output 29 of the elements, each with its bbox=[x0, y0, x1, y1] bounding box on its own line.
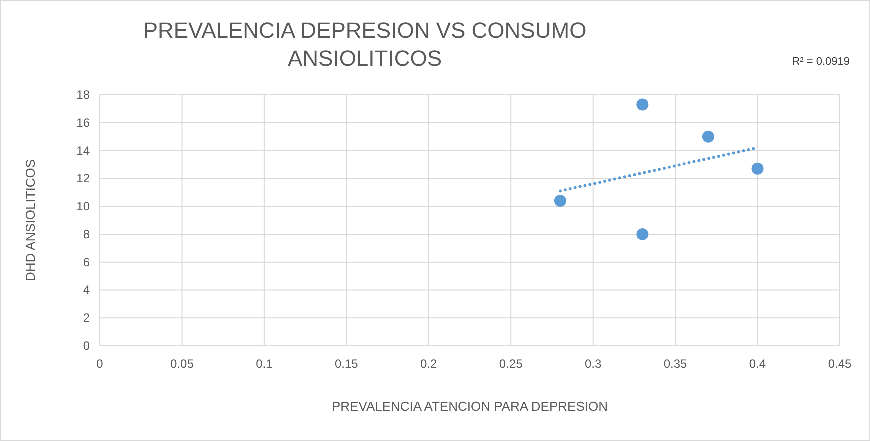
y-tick-label: 18 bbox=[76, 88, 90, 102]
y-tick-label: 4 bbox=[83, 283, 90, 298]
y-tick-label: 12 bbox=[76, 172, 90, 186]
y-tick-label: 16 bbox=[76, 116, 90, 130]
x-tick-label: 0.05 bbox=[170, 357, 194, 371]
point bbox=[752, 162, 764, 175]
point bbox=[636, 98, 649, 111]
point bbox=[636, 228, 649, 240]
x-tick-label: 0.15 bbox=[334, 357, 359, 371]
x-tick-label: 0.35 bbox=[664, 357, 688, 371]
point bbox=[554, 194, 566, 207]
x-tick-label: 0.4 bbox=[749, 357, 766, 371]
y-tick-label: 10 bbox=[76, 200, 90, 214]
y-axis-title: DHD ANSIOLITICOS bbox=[23, 159, 38, 282]
point bbox=[702, 130, 714, 143]
y-tick-label: 0 bbox=[83, 339, 90, 353]
y-tick-label: 2 bbox=[83, 311, 90, 326]
y-tick-label: 6 bbox=[83, 255, 90, 270]
chart-title: PREVALENCIA DEPRESION VS CONSUMO ANSIOLITICOS bbox=[143, 18, 587, 71]
x-tick-label: 0.1 bbox=[256, 357, 274, 371]
x-tick-label: 0.45 bbox=[828, 357, 852, 371]
x-tick-label: 0.3 bbox=[584, 357, 602, 371]
y-tick-label: 8 bbox=[83, 227, 90, 242]
x-tick-label: 0.2 bbox=[420, 357, 438, 371]
x-tick-label: 0.25 bbox=[499, 357, 524, 371]
x-axis-title: PREVALENCIA ATENCION PARA DEPRESION bbox=[332, 399, 608, 414]
text: R² = 0.0919 bbox=[792, 56, 850, 68]
y-tick-label: 14 bbox=[76, 144, 90, 158]
x-tick-label: 0 bbox=[96, 357, 104, 371]
